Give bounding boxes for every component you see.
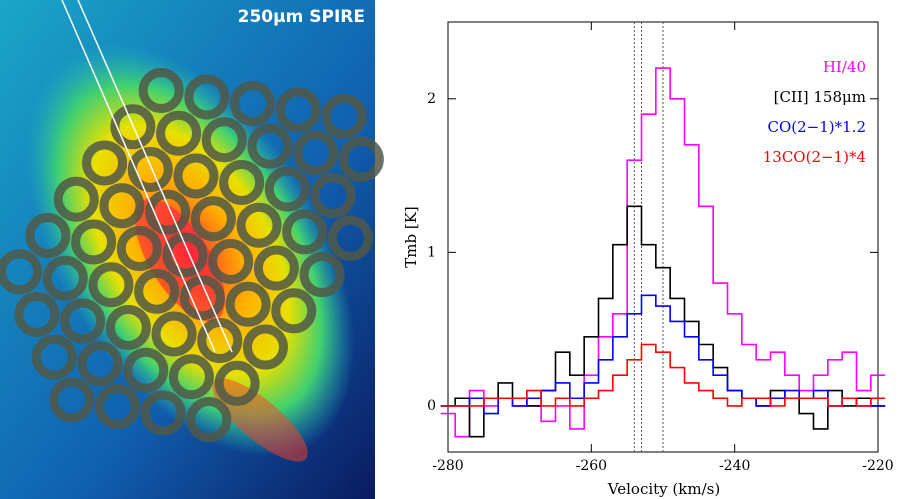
beam-ring	[225, 281, 271, 327]
beam-ring	[214, 360, 260, 406]
beam-ring	[201, 117, 247, 163]
beam-ring	[338, 136, 384, 182]
beam-ring	[208, 239, 254, 285]
x-tick-label: -240	[719, 458, 750, 474]
beam-rings	[0, 67, 384, 443]
beam-ring	[184, 74, 230, 120]
plot: Velocity (km/s) Tmb [K] -280 -260 -240 -220…	[402, 21, 894, 498]
beam-ring	[127, 146, 173, 192]
beam-ring	[77, 341, 123, 387]
beam-ring	[110, 104, 156, 150]
beam-ring	[0, 249, 43, 295]
beam-ring	[71, 219, 117, 265]
beam-ring	[162, 232, 208, 278]
beam-ring	[242, 324, 288, 370]
beam-ring	[134, 268, 180, 314]
y-tick-label: 2	[427, 91, 436, 107]
beam-ring	[99, 183, 145, 229]
x-tick-label: -280	[432, 458, 463, 474]
beam-ring	[94, 384, 140, 430]
beam-ring	[264, 166, 310, 212]
beam-ring	[25, 212, 71, 258]
legend-entry: 13CO(2−1)*4	[763, 148, 866, 166]
beam-ring	[271, 288, 317, 334]
beam-ring	[14, 291, 60, 337]
beam-ring	[219, 160, 265, 206]
x-tick-label: -220	[862, 458, 893, 474]
beam-ring	[82, 140, 128, 186]
beam-ring	[253, 245, 299, 291]
beam-ring	[116, 225, 162, 271]
beam-ring	[236, 202, 282, 248]
x-axis-label: Velocity (km/s)	[607, 480, 720, 498]
beam-ring	[42, 255, 88, 301]
beam-ring	[230, 80, 276, 126]
legend-entry: CO(2−1)*1.2	[768, 118, 867, 136]
beam-ring	[49, 377, 95, 423]
beam-ring	[282, 209, 328, 255]
map-image: 250μm SPIRE	[0, 0, 384, 499]
beam-ring	[247, 123, 293, 169]
beam-ring	[321, 94, 367, 140]
beam-ring	[140, 390, 186, 436]
beam-ring	[310, 173, 356, 219]
beam-ring	[105, 304, 151, 350]
beam-ring	[179, 275, 225, 321]
beam-ring	[88, 262, 134, 308]
beam-ring	[145, 189, 191, 235]
legend-entry: HI/40	[823, 58, 866, 76]
legend-entry: [CII] 158μm	[774, 88, 866, 106]
beam-ring	[151, 311, 197, 357]
beam-ring	[186, 397, 232, 443]
beam-ring	[299, 252, 345, 298]
image-label: 250μm SPIRE	[238, 7, 365, 27]
series-line	[440, 343, 886, 407]
x-tick-label: -260	[576, 458, 607, 474]
beam-ring	[168, 354, 214, 400]
y-tick-label: 1	[427, 244, 436, 260]
beam-ring	[156, 110, 202, 156]
beam-ring	[275, 87, 321, 133]
beam-ring	[138, 67, 184, 113]
beam-ring	[60, 298, 106, 344]
y-axis-label: Tmb [K]	[402, 206, 420, 268]
y-tick-label: 0	[427, 398, 436, 414]
beam-ring	[327, 215, 373, 261]
beam-ring	[293, 130, 339, 176]
beam-ring	[173, 153, 219, 199]
beam-ring	[123, 347, 169, 393]
beam-ring	[190, 196, 236, 242]
beam-ring	[53, 176, 99, 222]
beam-ring	[31, 334, 77, 380]
